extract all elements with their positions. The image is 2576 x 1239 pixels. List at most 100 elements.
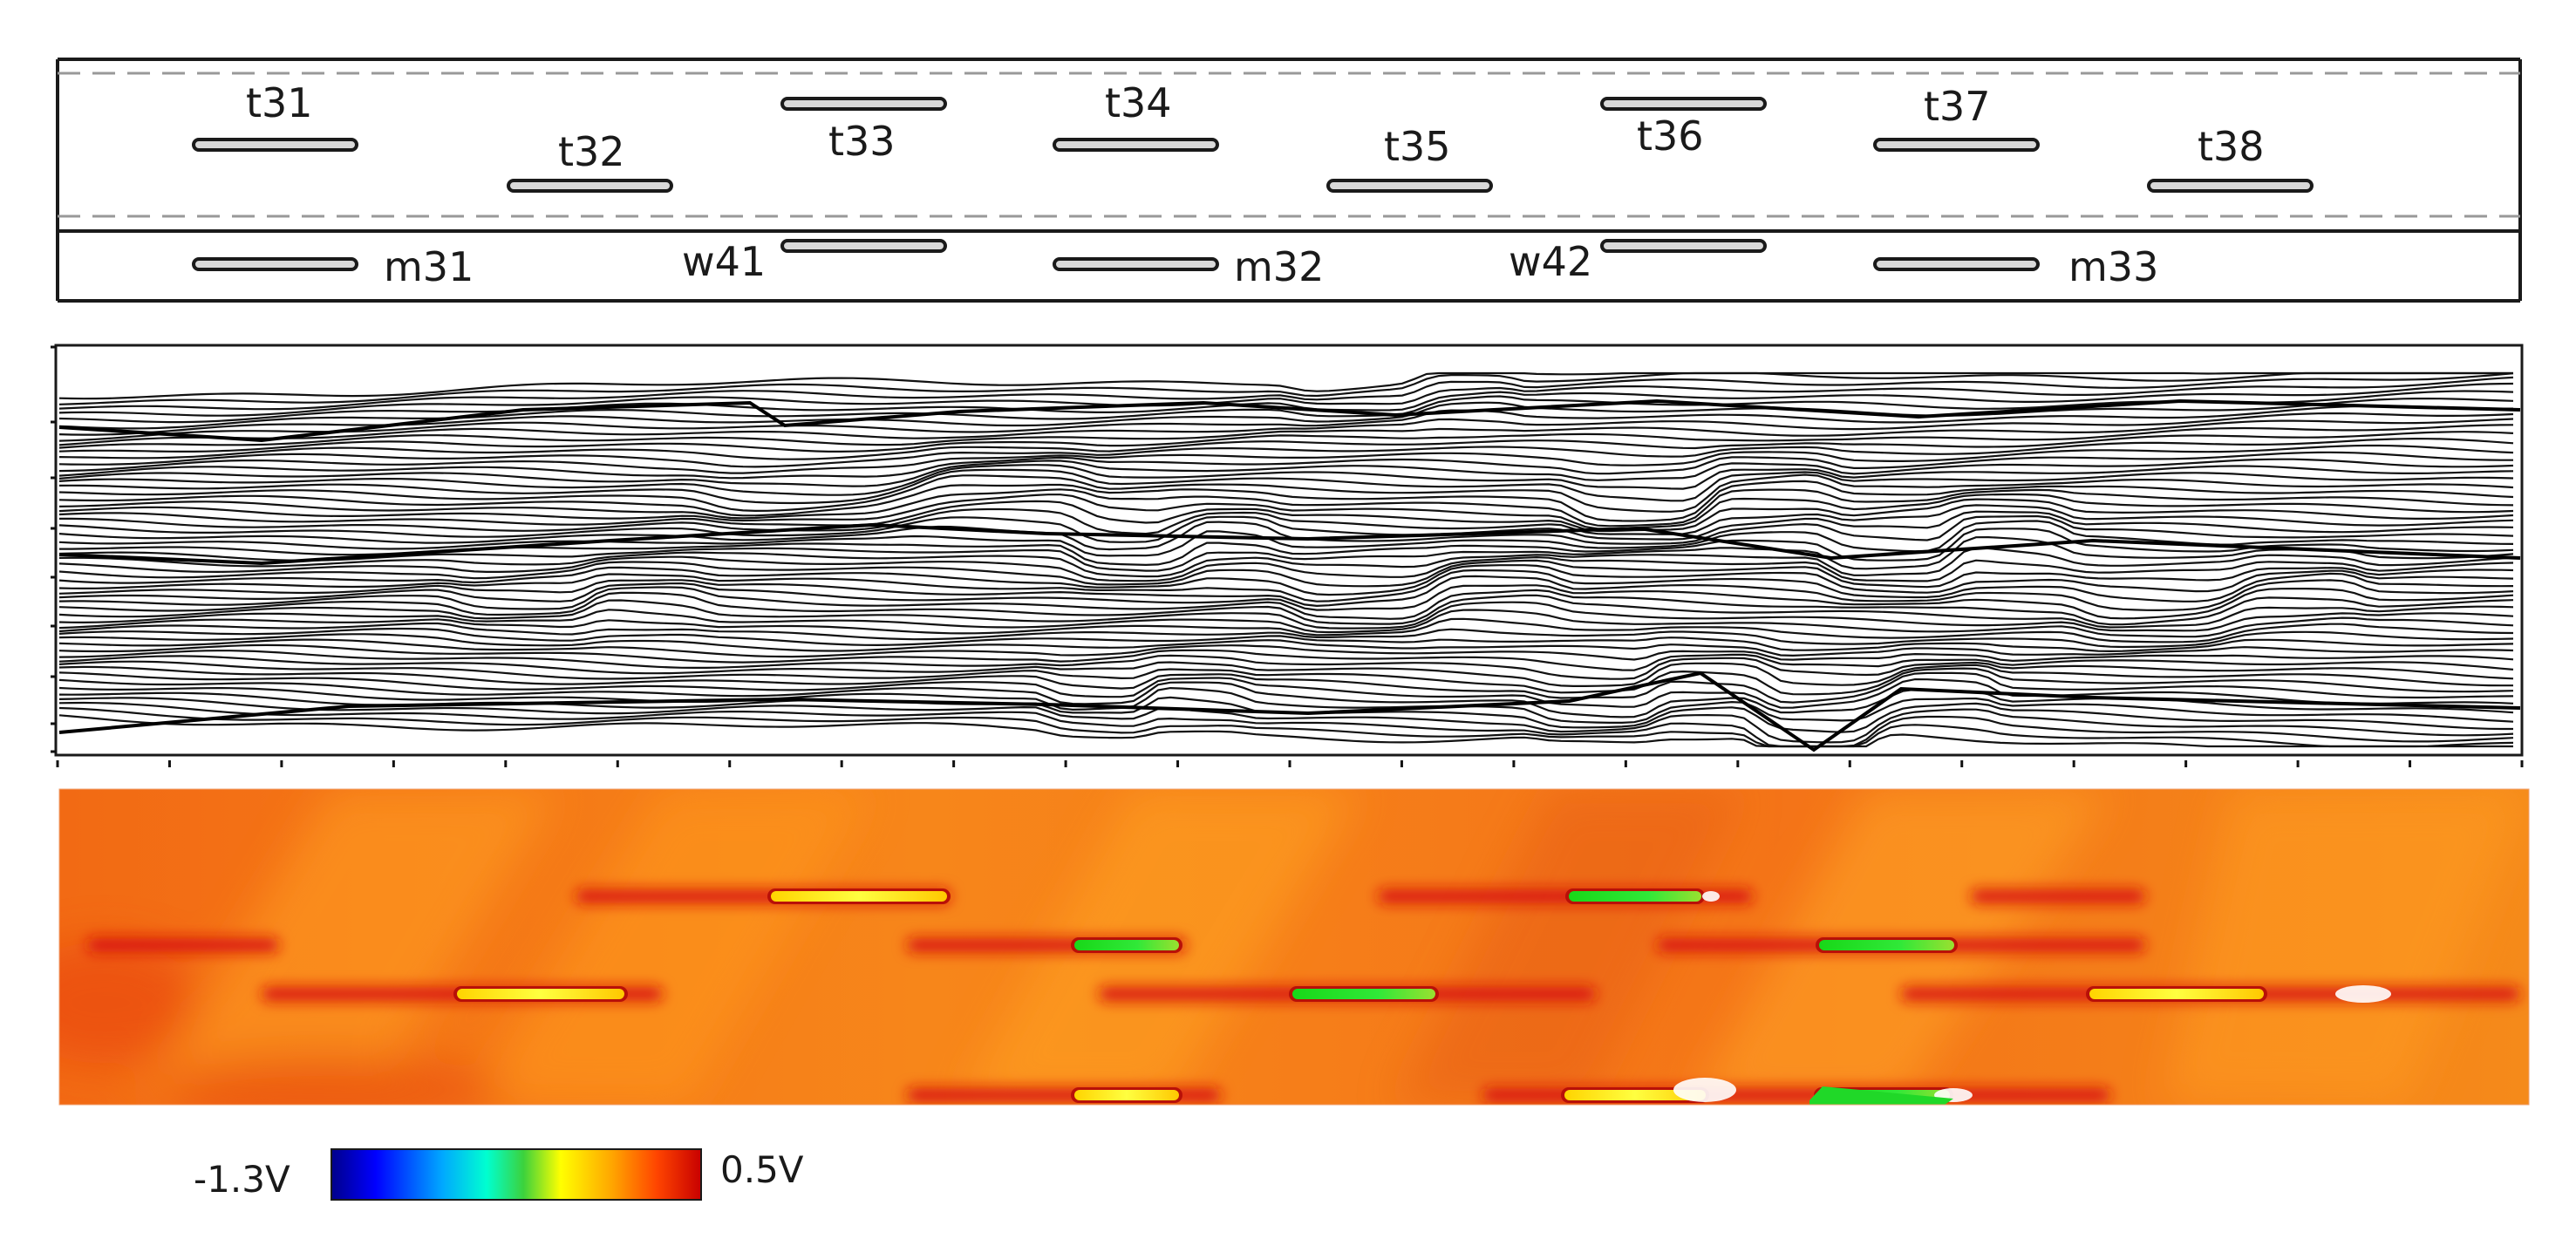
strip-core [1074, 940, 1179, 950]
electrode-t35 [1326, 179, 1493, 193]
electrode-m32 [1053, 257, 1219, 271]
left-axis-ticks [51, 345, 56, 753]
potential-line [58, 599, 2514, 632]
potential-colormap-panel [59, 789, 2529, 1105]
potential-line [58, 437, 2514, 468]
potential-line [58, 493, 2514, 530]
top-electrodes [192, 97, 2314, 193]
potential-line [58, 617, 2514, 643]
strip-core [1819, 940, 1954, 950]
label-w41: w41 [682, 238, 766, 285]
potential-line [58, 591, 2514, 629]
potential-line [58, 686, 2514, 724]
potential-line [58, 412, 2514, 446]
potential-line [58, 498, 2514, 533]
strip-core [1564, 1090, 1706, 1100]
colorbar: -1.3V 0.5V [194, 1148, 804, 1201]
colormap-electrode-signatures [87, 888, 2520, 1105]
colorbar-gradient [331, 1148, 702, 1201]
potential-line [58, 398, 2514, 436]
potential-line [58, 643, 2514, 671]
electrode-t32 [507, 179, 673, 193]
electrode-t31 [192, 138, 358, 152]
potential-line [58, 468, 2514, 505]
potential-line [58, 559, 2514, 589]
bottom-electrodes [192, 239, 2040, 271]
potential-line [58, 376, 2514, 417]
label-t32: t32 [558, 128, 625, 175]
potential-line [58, 650, 2514, 680]
strip-core [1292, 989, 1435, 999]
label-w42: w42 [1509, 238, 1592, 285]
potential-line [58, 464, 2514, 496]
potential-line [58, 582, 2514, 620]
electrode-t36 [1600, 97, 1767, 111]
potential-line [58, 520, 2514, 557]
potential-line [58, 431, 2514, 460]
hot-spot [2335, 985, 2391, 1003]
bottom-axis-ticks [56, 760, 2524, 767]
potential-line [58, 382, 2514, 424]
potential-line [58, 555, 2514, 582]
electrode-t37 [1873, 138, 2040, 152]
electrode-t33 [780, 97, 947, 111]
colormap-frame [58, 788, 2530, 1106]
potential-line [58, 609, 2514, 638]
potential-line [58, 638, 2514, 663]
strip-core [457, 989, 624, 999]
strip-core [771, 891, 947, 902]
potential-line [58, 371, 2513, 400]
potential-line [58, 372, 2514, 411]
label-t37: t37 [1924, 83, 1991, 130]
colorbar-min-label: -1.3V [194, 1158, 290, 1201]
strip-core [2089, 989, 2264, 999]
potential-line [58, 480, 2514, 522]
potential-line [58, 627, 2514, 653]
label-t36: t36 [1637, 112, 1704, 160]
potential-line [58, 444, 2514, 474]
hot-spot [1702, 891, 1720, 902]
potential-line [58, 622, 2514, 649]
potential-line [58, 575, 2514, 612]
potential-line [58, 514, 2514, 551]
red-halo [87, 938, 279, 952]
potential-line-bold [58, 522, 2521, 566]
colorbar-max-label: 0.5V [720, 1148, 804, 1191]
potential-line [58, 665, 2514, 704]
potential-line [58, 418, 2514, 449]
potential-line [58, 633, 2514, 657]
label-t38: t38 [2198, 123, 2265, 170]
potential-line [58, 655, 2513, 687]
potential-line [59, 504, 2514, 535]
electrode-m33 [1873, 257, 2040, 271]
electrode-w42 [1600, 239, 1767, 253]
potential-line [58, 671, 2514, 709]
potential-line [58, 706, 2514, 748]
electrode-t38 [2147, 179, 2314, 193]
label-m32: m32 [1234, 243, 1324, 290]
potential-line-bold [58, 398, 2521, 443]
potential-line [58, 564, 2514, 596]
potential-line [58, 586, 2514, 626]
electrode-w41 [780, 239, 947, 253]
potential-line [58, 473, 2514, 513]
label-t35: t35 [1384, 123, 1451, 170]
label-t31: t31 [246, 79, 313, 126]
potential-line-bold [58, 671, 2521, 752]
potential-line [58, 424, 2514, 453]
potential-line [58, 488, 2514, 528]
potential-line [58, 510, 2514, 543]
electrode-m31 [192, 257, 358, 271]
device-layout-panel: t31 t32 t33 t34 t35 t36 t37 t38 m31 w41 … [56, 58, 2522, 303]
label-t33: t33 [828, 118, 896, 165]
electrode-t34 [1053, 138, 1219, 152]
potential-line [58, 371, 2513, 405]
label-m33: m33 [2068, 243, 2158, 290]
red-halo [1971, 889, 2145, 903]
potential-lines-panel [51, 344, 2524, 767]
potential-line [58, 405, 2514, 442]
label-t34: t34 [1105, 79, 1172, 126]
hot-spot [1673, 1078, 1736, 1102]
green-wedge [1809, 1086, 1953, 1105]
